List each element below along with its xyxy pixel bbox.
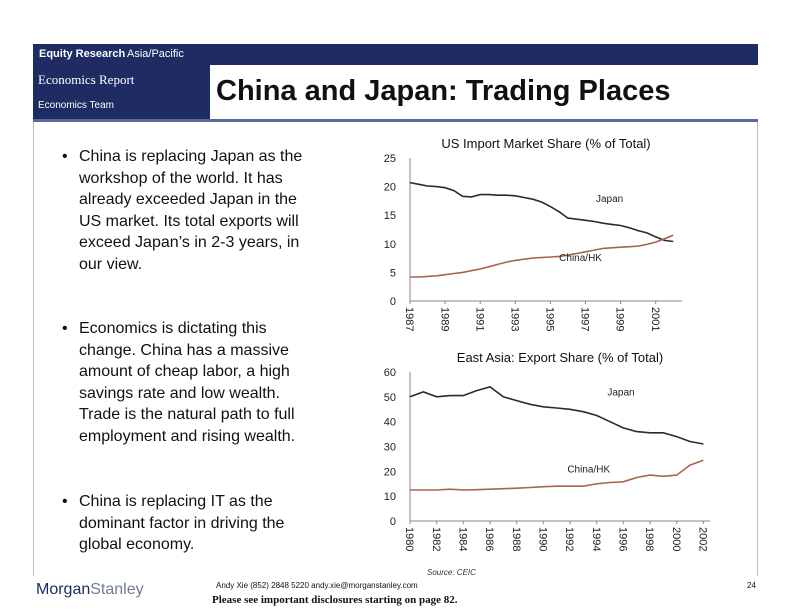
x-tick-label: 1993 [508, 307, 520, 331]
bullet-line: Trade is the natural path to full [79, 406, 295, 423]
series-line-china-hk [410, 234, 674, 278]
logo-morgan: Morgan [36, 581, 91, 598]
x-tick-label: 2000 [670, 527, 682, 551]
x-tick-label: 1984 [456, 527, 468, 551]
series-line-japan [409, 181, 674, 243]
y-tick-label: 10 [384, 491, 396, 503]
y-tick-label: 20 [384, 182, 396, 194]
x-tick-label: 1994 [590, 527, 602, 551]
series-label: Japan [596, 194, 623, 205]
bullet-dot: • [62, 320, 68, 337]
y-tick-label: 50 [384, 392, 396, 404]
bullet-dot: • [62, 148, 68, 165]
report-header: Economics Report Economics Team China an… [33, 65, 758, 120]
bullet-text: China is replacing IT as the dominant fa… [79, 491, 284, 556]
x-tick-label: 1996 [616, 527, 628, 551]
x-tick-label: 1998 [643, 527, 655, 551]
x-tick-label: 1982 [430, 527, 442, 551]
bullet-line: change. China has a massive [79, 341, 289, 359]
logo-stanley: Stanley [90, 581, 144, 598]
bullet-text: China is replacing Japan as the workshop… [79, 146, 302, 275]
y-tick-label: 60 [384, 367, 396, 379]
bullet-line: already exceeded Japan in the [79, 191, 297, 208]
bullet-line: amount of cheap labor, a high [79, 363, 290, 380]
team-name: Economics Team [38, 100, 114, 111]
us-import-share-chart: US Import Market Share (% of Total) 0 5 10 1… [384, 136, 682, 331]
chart-title: US Import Market Share (% of Total) [441, 136, 650, 151]
morgan-stanley-logo: MorganStanley [36, 581, 144, 599]
y-tick-label: 10 [384, 239, 396, 251]
x-tick-label: 1995 [544, 307, 556, 331]
series-label: China/HK [567, 465, 610, 476]
footer: Source: CEIC MorganStanley Andy Xie (852… [0, 568, 792, 612]
x-tick-label: 1986 [483, 527, 495, 551]
bullet-line: US market. Its total exports will [79, 212, 299, 230]
chart-title: East Asia: Export Share (% of Total) [457, 350, 663, 365]
bullet-line: employment and rising wealth. [79, 427, 296, 445]
x-tick-label: 1990 [536, 527, 548, 551]
y-tick-label: 20 [384, 466, 396, 478]
report-type: Economics Report [38, 72, 135, 87]
page-title: China and Japan: Trading Places [216, 75, 671, 107]
y-tick-label: 40 [384, 417, 396, 429]
y-tick-label: 15 [384, 210, 396, 222]
y-tick-label: 0 [390, 516, 396, 528]
x-tick-label: 1997 [579, 307, 591, 331]
bullet-line: dominant factor in driving the [79, 514, 285, 532]
analyst-contact: Andy Xie (852) 2848 5220 andy.xie@morgan… [216, 581, 418, 590]
x-tick-label: 1992 [563, 527, 575, 551]
equity-research-label: Equity Research [39, 48, 126, 60]
y-tick-label: 25 [384, 153, 396, 165]
chart-source: Source: CEIC [427, 568, 476, 577]
x-tick-label: 2001 [649, 307, 661, 331]
disclosure-note: Please see important disclosures startin… [212, 594, 458, 606]
y-tick-label: 0 [390, 296, 396, 308]
x-tick-label: 2002 [696, 527, 708, 551]
bullet-line: exceed Japan’s in 2-3 years, in [79, 234, 300, 251]
x-tick-label: 1987 [403, 307, 415, 331]
content-frame [33, 122, 758, 576]
series-line-japan [409, 386, 704, 445]
bullet-line: China is replacing Japan as the [79, 148, 303, 165]
east-asia-export-share-chart: East Asia: Export Share (% of Total) 0 10 2… [384, 350, 710, 551]
report-type-box: Economics Report Economics Team [33, 65, 210, 120]
series-label: Japan [607, 388, 634, 399]
bullet-line: Economics is dictating this [79, 320, 267, 337]
bullet-line: savings rate and low wealth. [79, 384, 280, 402]
x-tick-label: 1999 [614, 307, 626, 331]
region-label: Asia/Pacific [127, 48, 184, 60]
page-number: 24 [747, 581, 756, 590]
x-tick-label: 1980 [403, 527, 415, 551]
x-tick-label: 1988 [510, 527, 522, 551]
series-label: China/HK [559, 253, 602, 264]
bullet-dot: • [62, 493, 68, 510]
bullet-line: workshop of the world. It has [79, 169, 283, 187]
top-bar: Equity Research Asia/Pacific [33, 44, 758, 65]
bullet-line: China is replacing IT as the [79, 493, 273, 510]
x-tick-label: 1991 [473, 307, 485, 331]
series-line-china-hk [410, 459, 704, 491]
header-rule [33, 119, 758, 122]
y-tick-label: 5 [390, 267, 396, 279]
y-tick-label: 30 [384, 442, 396, 454]
x-tick-label: 1989 [438, 307, 450, 331]
bullet-line: our view. [79, 255, 143, 273]
bullet-text: Economics is dictating this change. Chin… [79, 318, 295, 447]
bullet-line: global economy. [79, 536, 195, 553]
